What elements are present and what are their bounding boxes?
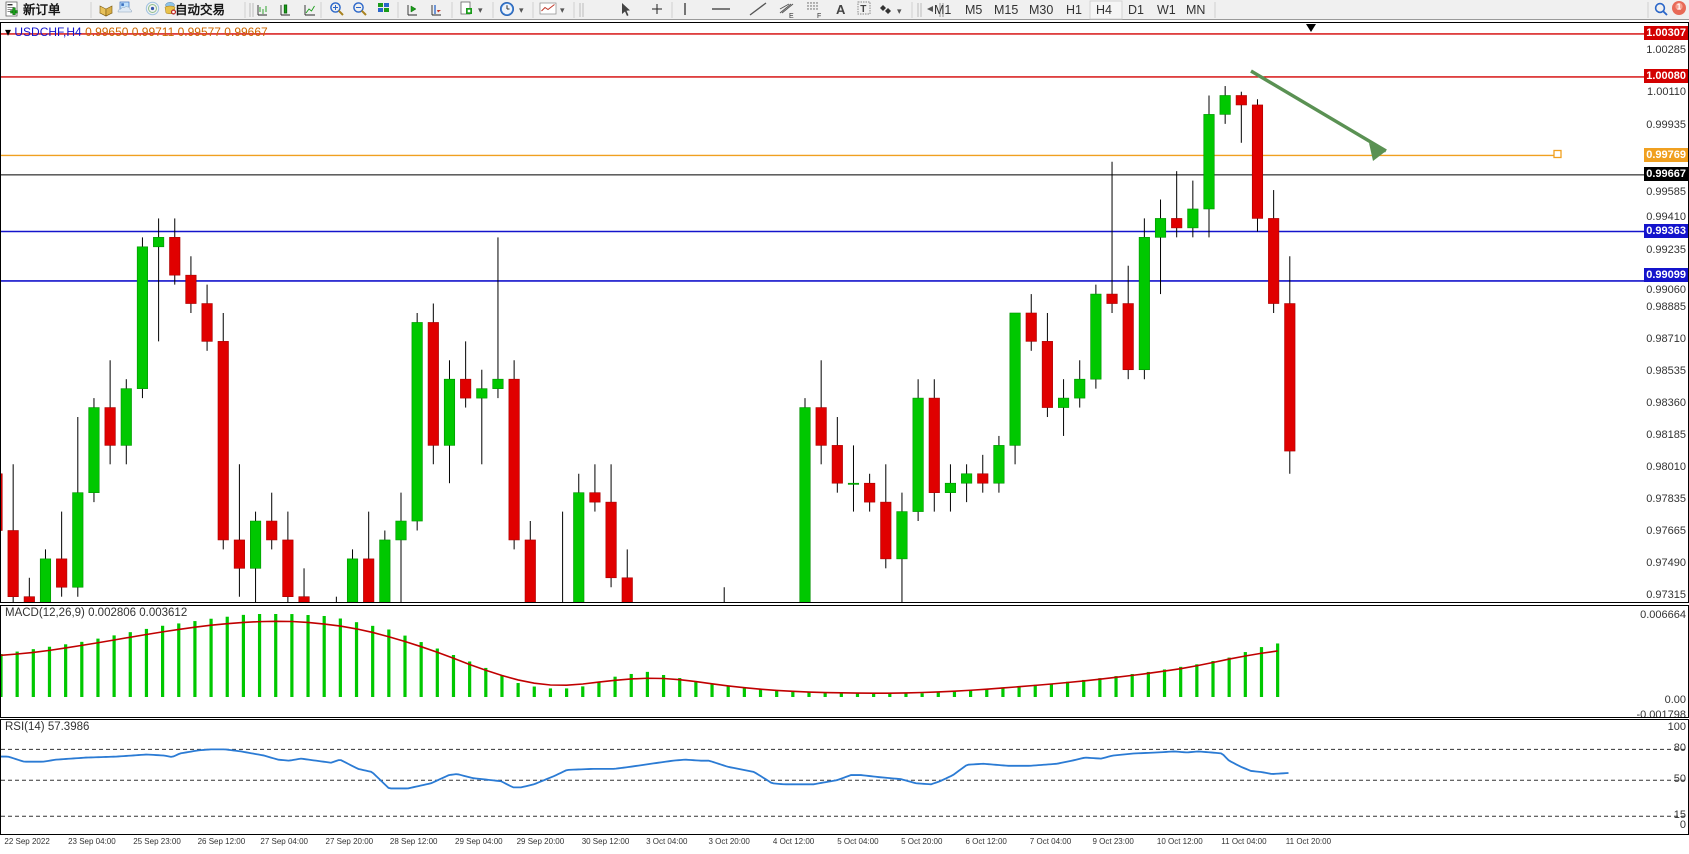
svg-text:H4: H4 [1096, 3, 1112, 17]
svg-text:自动交易: 自动交易 [175, 2, 225, 17]
svg-text:H1: H1 [1066, 3, 1082, 17]
svg-text:M15: M15 [994, 3, 1018, 17]
svg-text:1: 1 [1677, 3, 1682, 12]
svg-text:MN: MN [1186, 3, 1205, 17]
svg-text:M5: M5 [965, 3, 982, 17]
svg-text:T: T [860, 4, 866, 15]
svg-text:A: A [836, 2, 846, 17]
svg-text:D1: D1 [1128, 3, 1144, 17]
svg-text:M30: M30 [1029, 3, 1053, 17]
svg-text:新订单: 新订单 [23, 2, 61, 17]
svg-text:W1: W1 [1157, 3, 1176, 17]
svg-text:▾: ▾ [519, 5, 524, 15]
svg-text:M1: M1 [934, 3, 951, 17]
svg-text:▾: ▾ [478, 5, 483, 15]
svg-text:▾: ▾ [560, 5, 565, 15]
svg-text:F: F [817, 13, 821, 20]
svg-text:E: E [789, 13, 794, 20]
svg-text:▾: ▾ [897, 6, 902, 16]
